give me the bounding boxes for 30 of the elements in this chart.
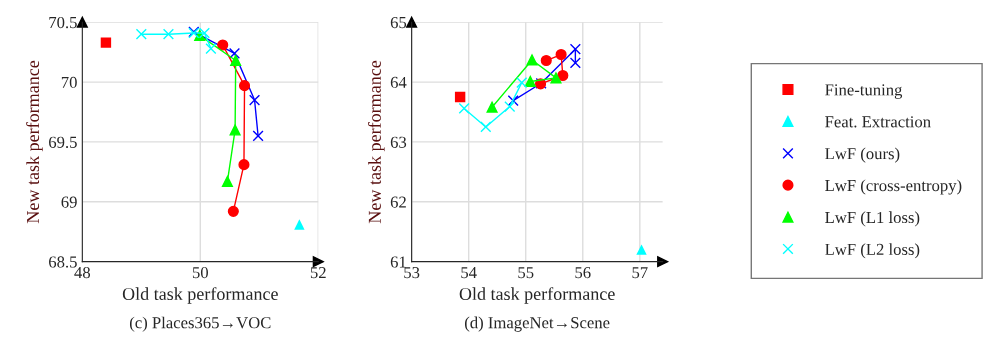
legend-label: LwF (L2 loss) [825,243,920,259]
y-tick-label: 68.5 [49,256,77,268]
legend-label: LwF (cross-entropy) [825,179,962,195]
y-axis-title: New task performance [368,60,385,224]
x-tick-label: 50 [192,266,208,279]
y-tick-label: 65 [390,16,407,29]
y-tick-label: 69 [61,196,77,208]
legend-label: LwF (ours) [825,147,900,163]
x-tick-label: 57 [632,267,648,279]
y-tick-label: 61 [390,256,406,268]
y-tick-label: 70 [61,76,77,89]
y-tick-label: 63 [390,136,407,148]
y-tick-label: 70.5 [49,16,77,29]
legend-label: Fine-tuning [825,84,903,99]
text: (c) Places365→VOC [129,316,271,332]
x-tick-label: 56 [575,267,591,279]
x-tick-label: 55 [518,267,534,279]
x-tick-label: 54 [461,267,477,279]
legend-label: LwF (L1 loss) [825,211,920,227]
y-tick-label: 62 [390,196,406,208]
y-axis-title: New task performance [26,60,43,224]
x-axis-title: Old task performance [122,287,278,304]
x-tick-label: 48 [74,266,91,279]
legend-label: Feat. Extraction [825,116,931,128]
y-tick-label: 69.5 [49,136,77,148]
x-tick-label: 53 [404,267,420,279]
text: (d) ImageNet→Scene [464,316,610,332]
y-tick-label: 64 [390,76,407,89]
x-tick-label: 52 [310,267,326,279]
x-axis-title: Old task performance [459,287,615,304]
